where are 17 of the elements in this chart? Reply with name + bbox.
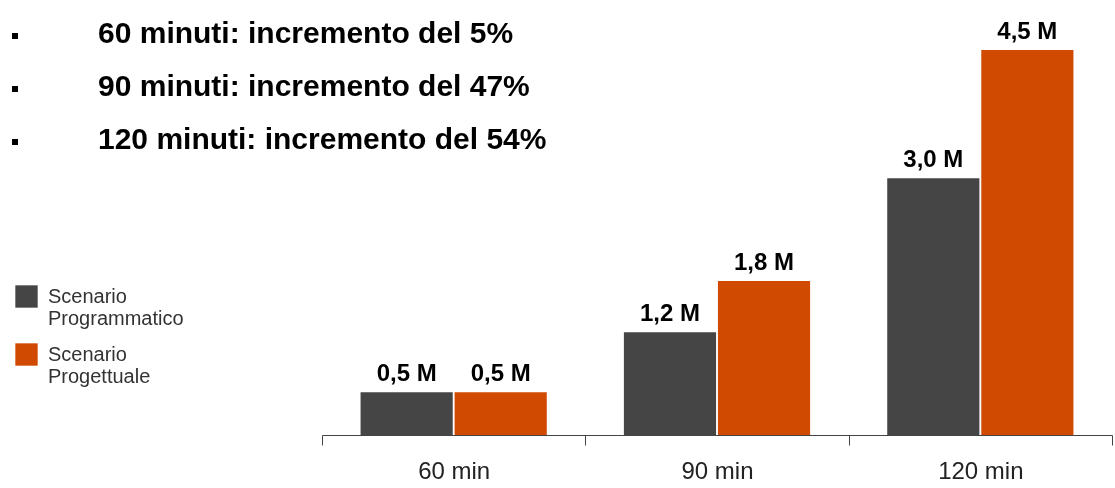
x-tick-label: 90 min	[681, 456, 754, 484]
data-label: 0,5 M	[376, 359, 437, 387]
bar	[454, 392, 547, 435]
data-label: 0,5 M	[470, 359, 531, 387]
text: 60 minuti: incremento del 5%	[97, 15, 515, 51]
annotation: 120 minuti: incremento del 54%	[97, 121, 547, 157]
bar	[981, 50, 1074, 435]
x-tick-label: 60 min	[418, 456, 491, 484]
data-label: 1,2 M	[639, 299, 700, 327]
data-label: 4,5 M	[997, 17, 1058, 44]
legend-label: Scenario Programmatico	[48, 284, 184, 329]
bar	[717, 281, 811, 435]
data-label: 1,8 M	[734, 248, 795, 275]
data-label: 3,0 M	[903, 145, 964, 173]
legend-label: Scenario Progettuale	[48, 342, 151, 387]
x-tick-label: 120 min	[938, 456, 1024, 484]
annotation: 90 minuti: incremento del 47%	[97, 68, 531, 104]
